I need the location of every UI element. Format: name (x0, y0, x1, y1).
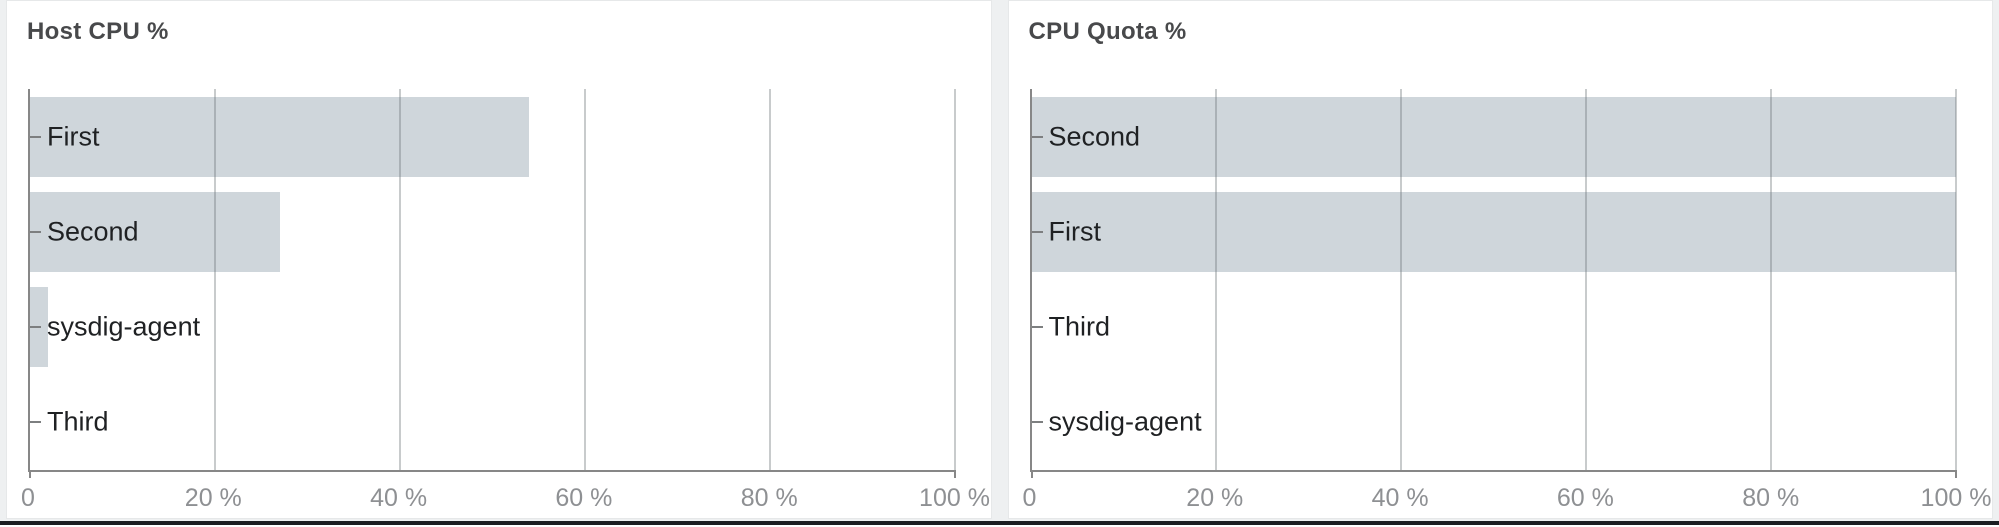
x-tick-label: 100 % (1920, 484, 1992, 512)
chart-title: Host CPU % (27, 18, 169, 45)
bar[interactable] (30, 96, 530, 177)
plot-area: Second First Third sysdig-agent (1029, 89, 1957, 478)
x-axis-labels: 0 20 % 40 % 60 % 80 % 100 % (1023, 484, 1992, 514)
bar-row: First (30, 89, 955, 184)
category-tick (30, 326, 41, 329)
category-tick (30, 421, 41, 424)
bar-row: sysdig-agent (30, 280, 955, 375)
axis-edge-tick (1955, 470, 1957, 478)
gridline (1955, 89, 1957, 470)
x-tick-label: 20 % (1186, 484, 1244, 512)
x-tick-label: 80 % (740, 484, 798, 512)
gridline (1400, 89, 1403, 470)
x-tick-label: 20 % (184, 484, 242, 512)
bar[interactable] (30, 191, 280, 272)
category-label: Second (47, 216, 139, 247)
x-tick-label: 100 % (919, 484, 990, 512)
bar-row: Second (30, 184, 955, 279)
bar-row: First (1031, 184, 1956, 279)
category-label: Second (1048, 121, 1141, 152)
category-label: Third (47, 406, 109, 437)
bar-row: Third (1031, 280, 1957, 375)
category-tick (1031, 421, 1043, 424)
x-tick-label: 80 % (1742, 484, 1800, 512)
bar[interactable] (1031, 191, 1956, 272)
bar[interactable] (1031, 96, 1956, 177)
x-tick-label: 0 (1022, 484, 1037, 512)
category-label: sysdig-agent (47, 311, 201, 342)
x-tick-label: 0 (21, 484, 35, 512)
bar-row: sysdig-agent (1031, 375, 1957, 470)
chart-title: CPU Quota % (1028, 18, 1187, 45)
gridline (213, 89, 216, 470)
category-label: sysdig-agent (1048, 406, 1202, 437)
plot-area: First Second sysdig-agent Third (28, 89, 956, 478)
axis-edge-tick (953, 470, 956, 478)
category-tick (1031, 135, 1043, 138)
bottom-edge (0, 525, 1999, 527)
category-tick (1031, 230, 1043, 233)
gridline (1585, 89, 1588, 470)
bottom-divider-line (0, 521, 1999, 525)
x-tick-label: 40 % (1371, 484, 1429, 512)
gridline (583, 89, 586, 470)
x-axis-labels: 0 20 % 40 % 60 % 80 % 100 % (21, 484, 990, 514)
gridline (1215, 89, 1218, 470)
axis-edge-tick (29, 470, 31, 478)
category-tick (1031, 326, 1043, 329)
bar-row: Third (30, 375, 955, 470)
gridline (768, 89, 771, 470)
x-tick-label: 60 % (555, 484, 613, 512)
x-tick-label: 40 % (370, 484, 428, 512)
category-label: First (47, 121, 100, 152)
chart-panel-cpu-quota: CPU Quota % Second First Third sysdig-agent… (1007, 0, 1993, 519)
chart-panel-host-cpu: Host CPU % First Second sysdig-agent Third … (6, 0, 992, 519)
x-tick-label: 60 % (1556, 484, 1614, 512)
gridline (953, 89, 956, 470)
category-tick (30, 230, 41, 233)
category-label: First (1048, 216, 1101, 247)
bar-row: Second (1031, 89, 1956, 184)
gridline (398, 89, 401, 470)
host-cpu-chart: First Second sysdig-agent Third 0 20 % 40 % 60… (21, 89, 990, 512)
gridline (1770, 89, 1773, 470)
axis-edge-tick (1030, 470, 1033, 478)
category-label: Third (1048, 311, 1111, 342)
cpu-quota-chart: Second First Third sysdig-agent 0 20 % 40 % 60… (1023, 89, 1991, 512)
category-tick (30, 135, 41, 138)
